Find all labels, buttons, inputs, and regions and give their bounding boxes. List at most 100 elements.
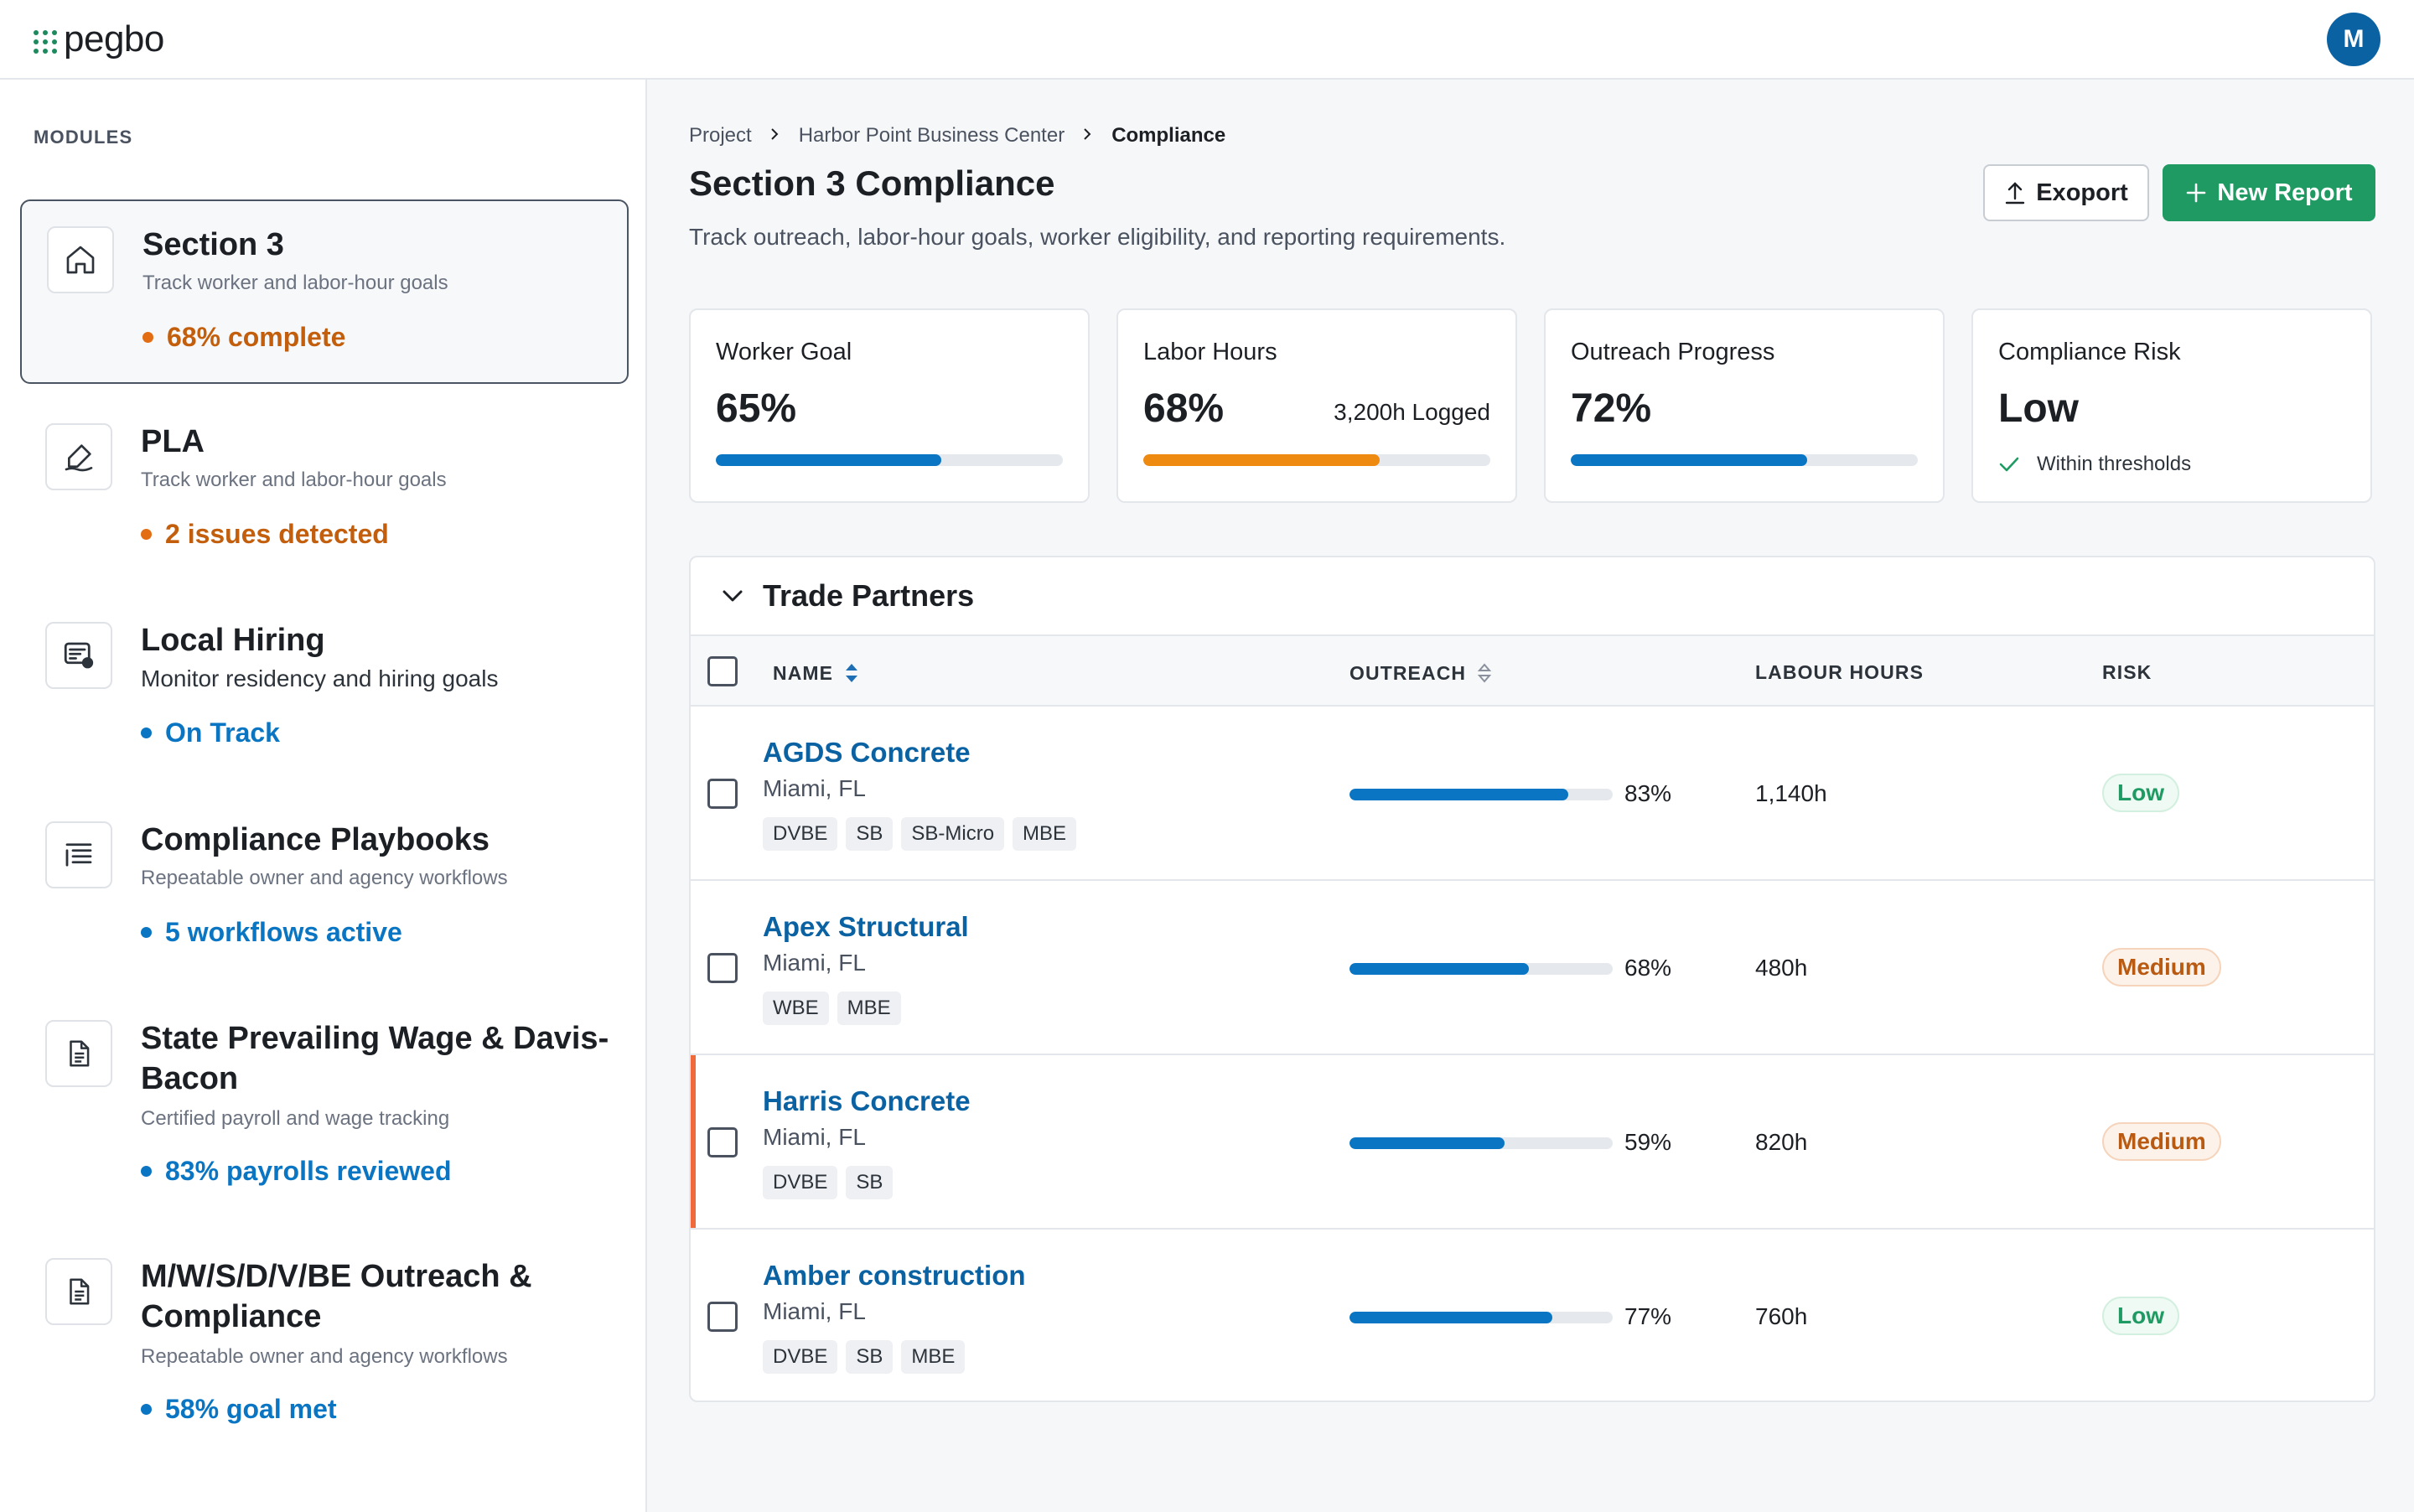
new-report-button[interactable]: New Report (2163, 164, 2375, 221)
chevron-down-icon (723, 590, 743, 602)
outreach-progress-bar (1349, 963, 1613, 975)
outreach-percent: 83% (1624, 780, 1672, 806)
module-desc: Track worker and labor-hour goals (142, 272, 448, 294)
column-header-risk: RISK (2102, 661, 2152, 683)
partner-tags: WBE MBE (763, 992, 909, 1025)
labour-hours: 760h (1755, 1303, 1808, 1329)
module-section-3[interactable]: Section 3 Track worker and labor-hour go… (20, 199, 629, 384)
breadcrumb-project[interactable]: Project (689, 124, 752, 147)
partner-name-link[interactable]: Amber construction (763, 1260, 1026, 1291)
select-all-checkbox[interactable] (707, 656, 738, 686)
module-desc: Certified payroll and wage tracking (141, 1107, 450, 1130)
module-pla[interactable]: PLA Track worker and labor-hour goals 2 … (20, 398, 629, 583)
sidebar: MODULES Section 3 Track worker and labor… (0, 80, 647, 1512)
table-row[interactable]: AGDS Concrete Miami, FL DVBE SB SB-Micro… (691, 707, 2374, 881)
plus-icon (2187, 183, 2206, 203)
partner-name-link[interactable]: Apex Structural (763, 911, 969, 942)
stat-label: Worker Goal (716, 339, 852, 365)
app-logo[interactable]: pegbo (34, 18, 164, 60)
user-avatar[interactable]: M (2327, 13, 2380, 66)
tag: SB (846, 817, 894, 851)
partner-name-link[interactable]: Harris Concrete (763, 1085, 971, 1116)
module-status: 2 issues detected (141, 519, 389, 550)
stat-value: 72% (1571, 386, 1652, 431)
partner-name-link[interactable]: AGDS Concrete (763, 737, 971, 768)
tag: SB-Micro (901, 817, 1005, 851)
labour-hours: 820h (1755, 1129, 1808, 1155)
module-desc: Repeatable owner and agency workflows (141, 867, 508, 889)
progress-bar (716, 454, 1063, 466)
document-icon (45, 1258, 112, 1325)
trade-partners-table: Trade Partners NAME OUTREACH LABOUR HOUR… (689, 556, 2375, 1402)
home-icon (47, 226, 114, 293)
module-compliance-playbooks[interactable]: Compliance Playbooks Repeatable owner an… (20, 796, 629, 981)
export-button[interactable]: Exoport (1983, 164, 2149, 221)
list-icon (45, 821, 112, 888)
column-header-name[interactable]: NAME (773, 661, 860, 685)
tag: SB (846, 1166, 894, 1199)
risk-badge: Medium (2102, 948, 2221, 986)
breadcrumb-current: Compliance (1111, 124, 1226, 147)
column-header-outreach[interactable]: OUTREACH (1349, 661, 1493, 685)
row-checkbox[interactable] (707, 1127, 738, 1157)
stat-value: 65% (716, 386, 797, 431)
column-header-labour-hours: LABOUR HOURS (1755, 661, 1924, 683)
labour-hours: 1,140h (1755, 780, 1827, 806)
outreach-progress-bar (1349, 789, 1613, 800)
partner-tags: DVBE SB SB-Micro MBE (763, 817, 1085, 851)
module-title: Section 3 (142, 227, 284, 262)
table-row[interactable]: Apex Structural Miami, FL WBE MBE 68% 48… (691, 881, 2374, 1055)
partner-location: Miami, FL (763, 950, 866, 976)
chevron-right-icon (1081, 124, 1093, 148)
tag: MBE (837, 992, 901, 1025)
tag: DVBE (763, 1166, 838, 1199)
sort-icon (1477, 663, 1492, 683)
sort-icon (846, 664, 858, 682)
stat-label: Outreach Progress (1571, 339, 1775, 365)
logo-grid-icon (34, 30, 57, 54)
risk-badge: Medium (2102, 1122, 2221, 1161)
top-bar: pegbo M (0, 0, 2414, 80)
module-status: 5 workflows active (141, 917, 402, 948)
table-section-header[interactable]: Trade Partners (721, 557, 974, 634)
upload-icon (2006, 182, 2025, 205)
stat-value: Low (1998, 386, 2079, 431)
module-desc: Monitor residency and hiring goals (141, 665, 499, 691)
table-row-flagged[interactable]: Harris Concrete Miami, FL DVBE SB 59% 82… (691, 1055, 2374, 1230)
sidebar-section-label: MODULES (34, 127, 133, 148)
row-checkbox[interactable] (707, 1302, 738, 1332)
module-title: M/W/S/D/V/BE Outreach & Compliance (141, 1259, 532, 1334)
module-outreach-compliance[interactable]: M/W/S/D/V/BE Outreach & Compliance Repea… (20, 1233, 629, 1459)
module-prevailing-wage[interactable]: State Prevailing Wage & Davis-Bacon Cert… (20, 995, 629, 1221)
tag: DVBE (763, 817, 838, 851)
module-title: State Prevailing Wage & Davis-Bacon (141, 1021, 609, 1096)
table-row[interactable]: Amber construction Miami, FL DVBE SB MBE… (691, 1230, 2374, 1401)
stat-label: Labor Hours (1143, 339, 1277, 365)
breadcrumb-project-name[interactable]: Harbor Point Business Center (798, 124, 1065, 147)
page-title: Section 3 Compliance (689, 163, 1055, 203)
stat-extra: 3,200h Logged (1334, 399, 1490, 425)
document-icon (45, 1020, 112, 1087)
progress-bar (1571, 454, 1918, 466)
table-header-row: NAME OUTREACH LABOUR HOURS RISK (691, 634, 2374, 707)
outreach-progress-bar (1349, 1312, 1613, 1323)
stat-card-worker-goal: Worker Goal 65% (689, 308, 1090, 503)
partner-location: Miami, FL (763, 1124, 866, 1150)
signature-pen-icon (45, 423, 112, 490)
module-status: 83% payrolls reviewed (141, 1156, 452, 1187)
module-status: 68% complete (142, 322, 345, 353)
stat-card-labor-hours: Labor Hours 68% 3,200h Logged (1116, 308, 1517, 503)
tag: DVBE (763, 1340, 838, 1374)
module-title: Compliance Playbooks (141, 822, 490, 857)
page-subtitle: Track outreach, labor-hour goals, worker… (689, 224, 1506, 250)
module-local-hiring[interactable]: Local Hiring Monitor residency and hirin… (20, 597, 629, 781)
table-title: Trade Partners (763, 578, 975, 613)
risk-badge: Low (2102, 774, 2179, 812)
tag: SB (846, 1340, 894, 1374)
module-title: Local Hiring (141, 623, 325, 658)
row-checkbox[interactable] (707, 779, 738, 809)
stat-card-compliance-risk: Compliance Risk Low Within thresholds (1971, 308, 2372, 503)
stat-label: Compliance Risk (1998, 339, 2181, 365)
labour-hours: 480h (1755, 955, 1808, 981)
row-checkbox[interactable] (707, 953, 738, 983)
